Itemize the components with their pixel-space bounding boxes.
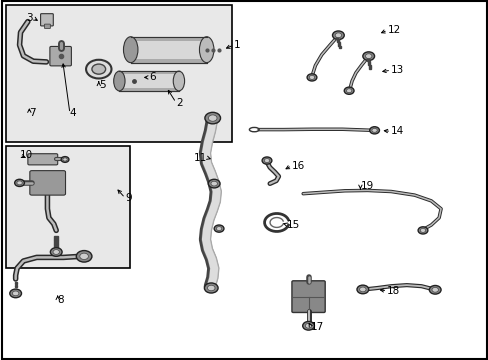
Circle shape — [53, 249, 60, 255]
Ellipse shape — [173, 71, 184, 91]
Circle shape — [12, 291, 19, 296]
Circle shape — [302, 321, 314, 330]
Circle shape — [365, 54, 371, 59]
Text: 13: 13 — [390, 65, 404, 75]
Circle shape — [334, 33, 341, 38]
FancyBboxPatch shape — [291, 281, 325, 312]
FancyBboxPatch shape — [50, 46, 71, 66]
Text: 4: 4 — [70, 108, 77, 118]
Circle shape — [17, 181, 22, 185]
Bar — [6, 5, 232, 142]
Circle shape — [92, 64, 105, 74]
Circle shape — [262, 157, 271, 164]
Text: 11: 11 — [193, 153, 206, 163]
Circle shape — [204, 283, 218, 293]
Circle shape — [214, 225, 224, 232]
Circle shape — [359, 287, 366, 292]
Text: 12: 12 — [387, 25, 400, 35]
Circle shape — [208, 179, 220, 188]
Text: 16: 16 — [291, 161, 305, 171]
FancyBboxPatch shape — [119, 88, 179, 91]
Ellipse shape — [199, 37, 214, 63]
Text: 7: 7 — [29, 108, 36, 118]
Circle shape — [308, 75, 314, 79]
Circle shape — [306, 74, 316, 81]
FancyBboxPatch shape — [130, 37, 206, 63]
Text: 1: 1 — [233, 40, 240, 50]
Bar — [6, 146, 129, 268]
FancyBboxPatch shape — [30, 171, 65, 195]
Circle shape — [80, 253, 88, 260]
Circle shape — [428, 285, 440, 294]
FancyBboxPatch shape — [130, 59, 206, 63]
Text: 15: 15 — [286, 220, 300, 230]
Text: 8: 8 — [58, 294, 64, 305]
Circle shape — [346, 89, 351, 93]
Circle shape — [344, 87, 353, 94]
Circle shape — [417, 227, 427, 234]
Circle shape — [264, 158, 269, 162]
Circle shape — [332, 31, 344, 40]
Text: 5: 5 — [99, 80, 105, 90]
FancyBboxPatch shape — [130, 37, 206, 41]
Circle shape — [419, 229, 425, 233]
Circle shape — [207, 285, 215, 291]
Circle shape — [63, 158, 67, 161]
Text: 10: 10 — [20, 150, 33, 160]
Text: 6: 6 — [149, 72, 156, 82]
Circle shape — [10, 289, 21, 298]
FancyBboxPatch shape — [44, 24, 50, 28]
Circle shape — [356, 285, 368, 294]
FancyBboxPatch shape — [119, 71, 179, 74]
Text: 17: 17 — [310, 322, 324, 332]
Circle shape — [204, 112, 220, 124]
Circle shape — [431, 287, 438, 292]
Circle shape — [371, 129, 377, 132]
Circle shape — [208, 115, 217, 121]
Circle shape — [50, 248, 62, 256]
Text: 19: 19 — [360, 181, 373, 191]
Circle shape — [61, 157, 69, 162]
Text: 2: 2 — [176, 98, 183, 108]
Ellipse shape — [113, 71, 125, 91]
FancyBboxPatch shape — [119, 71, 179, 91]
FancyBboxPatch shape — [41, 14, 53, 26]
Text: 3: 3 — [26, 13, 33, 23]
Circle shape — [210, 181, 217, 186]
FancyBboxPatch shape — [28, 154, 58, 165]
Circle shape — [15, 179, 24, 186]
Text: 9: 9 — [125, 193, 132, 203]
Ellipse shape — [123, 37, 138, 63]
Circle shape — [305, 323, 311, 328]
Circle shape — [86, 60, 111, 78]
Text: 18: 18 — [386, 286, 400, 296]
Circle shape — [76, 251, 92, 262]
Circle shape — [362, 52, 374, 60]
Text: 14: 14 — [390, 126, 404, 136]
Circle shape — [216, 227, 222, 230]
Circle shape — [369, 127, 379, 134]
